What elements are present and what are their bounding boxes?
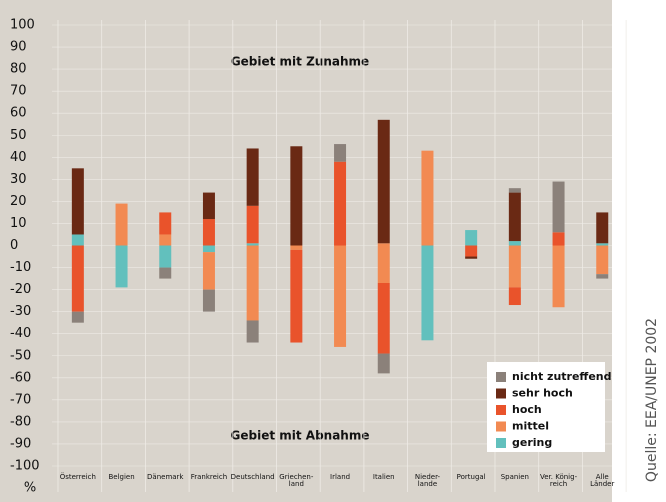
bar-segment — [421, 150, 434, 246]
bar-segment — [246, 243, 259, 246]
legend-swatch — [496, 372, 506, 382]
y-tick-label: 60 — [10, 106, 27, 121]
y-tick-label: 90 — [10, 40, 27, 55]
bar-segment — [508, 241, 521, 246]
bar-segment — [246, 245, 259, 321]
x-tick-label: Italien — [372, 473, 395, 481]
bar-segment — [202, 289, 215, 312]
bar-segment — [377, 245, 390, 283]
x-tick-label: Irland — [330, 473, 351, 481]
legend-label: hoch — [512, 403, 542, 416]
bar-segment — [202, 252, 215, 290]
y-tick-label: 80 — [10, 62, 27, 77]
y-tick-label: -50 — [10, 348, 31, 363]
bar-segment — [159, 245, 172, 268]
y-tick-label: 0 — [10, 238, 18, 253]
y-tick-label: 70 — [10, 84, 27, 99]
bar-segment — [596, 212, 609, 244]
y-tick-label: -100 — [10, 459, 40, 474]
y-tick-label: 10 — [10, 216, 27, 231]
y-tick-label: 100 — [10, 18, 35, 33]
bar-segment — [596, 245, 609, 275]
legend-label: nicht zutreffend — [512, 370, 612, 383]
bar-segment — [290, 249, 303, 343]
bar-segment — [334, 161, 347, 246]
bar-segment — [290, 245, 303, 250]
y-axis-label: % — [24, 481, 36, 496]
bar-segment — [246, 148, 259, 206]
y-tick-label: 50 — [10, 128, 27, 143]
bar-segment — [71, 168, 84, 235]
bar-segment — [377, 282, 390, 354]
bar-segment — [159, 212, 172, 235]
bar-segment — [334, 144, 347, 162]
bar-segment — [246, 205, 259, 244]
legend-label: gering — [512, 436, 552, 449]
x-tick-label: Deutschland — [230, 473, 275, 481]
x-tick-label: Ver. König- reich — [539, 473, 578, 488]
bar-segment — [508, 245, 521, 288]
y-tick-label: -20 — [10, 282, 31, 297]
y-tick-label: -60 — [10, 370, 31, 385]
bar-segment — [115, 203, 128, 246]
y-tick-label: -30 — [10, 304, 31, 319]
bar-segment — [596, 243, 609, 246]
bar-segment — [465, 230, 478, 246]
bar-segment — [71, 234, 84, 246]
legend-swatch — [496, 438, 506, 448]
x-tick-label: Dänemark — [147, 473, 184, 481]
bar-segment — [552, 245, 565, 308]
bar-segment — [377, 119, 390, 244]
bar-segment — [377, 353, 390, 374]
legend-label: sehr hoch — [512, 387, 573, 400]
bar-segment — [334, 245, 347, 347]
bar-segment — [159, 234, 172, 246]
bar-segment — [202, 192, 215, 220]
bar-segment — [421, 245, 434, 341]
bar-segment — [290, 146, 303, 246]
y-tick-label: -70 — [10, 392, 31, 407]
legend-label: mittel — [512, 420, 549, 433]
bar-segment — [246, 320, 259, 343]
bar-segment — [202, 219, 215, 246]
y-tick-label: -90 — [10, 436, 31, 451]
bar-segment — [465, 256, 478, 259]
y-tick-label: 30 — [10, 172, 27, 187]
y-tick-label: -40 — [10, 326, 31, 341]
y-tick-label: 40 — [10, 150, 27, 165]
x-tick-label: Frankreich — [190, 473, 228, 481]
bar-segment — [71, 245, 84, 312]
annotation: Gebiet mit Abnahme — [231, 429, 370, 443]
bar-segment — [508, 287, 521, 306]
x-tick-label: Alle Länder — [590, 473, 615, 488]
bar-segment — [465, 245, 478, 257]
x-tick-label: Griechen- land — [279, 473, 314, 488]
bar-segment — [202, 245, 215, 253]
legend-box — [487, 362, 605, 452]
bar-segment — [159, 267, 172, 279]
bar-segment — [552, 181, 565, 233]
x-tick-label: Belgien — [108, 473, 135, 481]
source: Quelle: EEA/UNEP 2002 — [644, 318, 660, 482]
legend-swatch — [496, 405, 506, 415]
bar-segment — [508, 188, 521, 193]
legend-swatch — [496, 388, 506, 399]
x-tick-label: Spanien — [500, 473, 529, 481]
x-tick-label: Nieder- lande — [414, 473, 441, 488]
bar-segment — [508, 192, 521, 242]
y-tick-label: -10 — [10, 260, 31, 275]
x-tick-label: Österreich — [59, 473, 96, 481]
bar-segment — [377, 243, 390, 246]
x-tick-label: Portugal — [456, 473, 486, 481]
bar-segment — [71, 311, 84, 323]
legend-swatch — [496, 421, 506, 432]
y-tick-label: -80 — [10, 414, 31, 429]
bar-segment — [552, 232, 565, 246]
y-tick-label: 20 — [10, 194, 27, 209]
annotation: Gebiet mit Zunahme — [231, 55, 369, 69]
bar-segment — [115, 245, 128, 288]
bar-segment — [596, 274, 609, 279]
